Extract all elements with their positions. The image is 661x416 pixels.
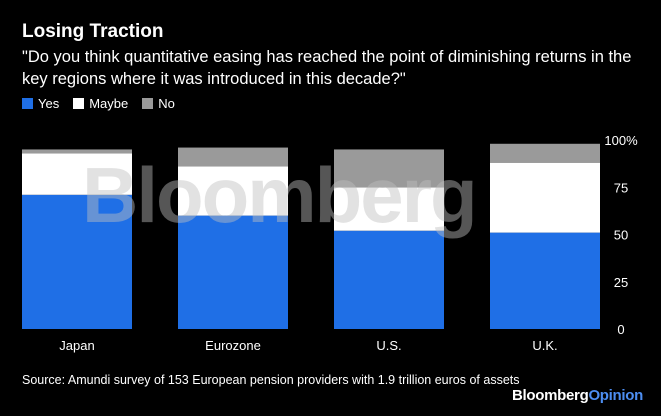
bar-no-eurozone xyxy=(178,147,288,167)
bar-maybe-eurozone xyxy=(178,166,288,216)
bar-yes-japan xyxy=(22,194,132,329)
x-tick-label: Eurozone xyxy=(205,338,261,353)
stacked-bar-chart: Japan Eurozone U.S. U.K. 0 25 50 75 100% xyxy=(22,133,638,353)
brand-bloomberg: Bloomberg xyxy=(511,387,589,404)
bloomberg-opinion-logo: BloombergOpinion xyxy=(512,387,643,404)
bar-yes-eurozone xyxy=(178,215,288,329)
chart-subtitle: "Do you think quantitative easing has re… xyxy=(22,48,632,88)
bar-maybe-japan xyxy=(22,153,132,195)
bar-maybe-us xyxy=(334,187,444,231)
legend: Yes Maybe No xyxy=(22,96,175,111)
brand-opinion: Opinion xyxy=(588,387,643,404)
legend-label-maybe: Maybe xyxy=(89,96,129,111)
legend-item-no: No xyxy=(142,96,175,111)
y-tick-label: 25 xyxy=(614,275,628,290)
chart-title: Losing Traction xyxy=(22,21,164,42)
legend-label-yes: Yes xyxy=(38,96,60,111)
x-tick-label: U.K. xyxy=(532,338,557,353)
source-note: Source: Amundi survey of 153 European pe… xyxy=(22,373,520,387)
y-tick-label: 75 xyxy=(614,180,628,195)
legend-label-no: No xyxy=(158,96,175,111)
bar-no-uk xyxy=(490,143,600,163)
y-tick-label: 50 xyxy=(614,228,628,243)
legend-swatch-maybe xyxy=(73,98,85,109)
bar-no-japan xyxy=(22,149,132,154)
legend-swatch-no xyxy=(142,98,154,109)
x-tick-label: Japan xyxy=(59,338,94,353)
bar-no-us xyxy=(334,149,444,188)
y-tick-label: 0 xyxy=(617,322,624,337)
bar-yes-uk xyxy=(490,232,600,329)
legend-item-maybe: Maybe xyxy=(73,96,128,111)
legend-swatch-yes xyxy=(22,98,33,109)
legend-item-yes: Yes xyxy=(22,96,59,111)
bar-maybe-uk xyxy=(490,162,600,233)
x-tick-label: U.S. xyxy=(376,338,401,353)
y-tick-label: 100% xyxy=(604,133,638,148)
bar-yes-us xyxy=(334,230,444,329)
